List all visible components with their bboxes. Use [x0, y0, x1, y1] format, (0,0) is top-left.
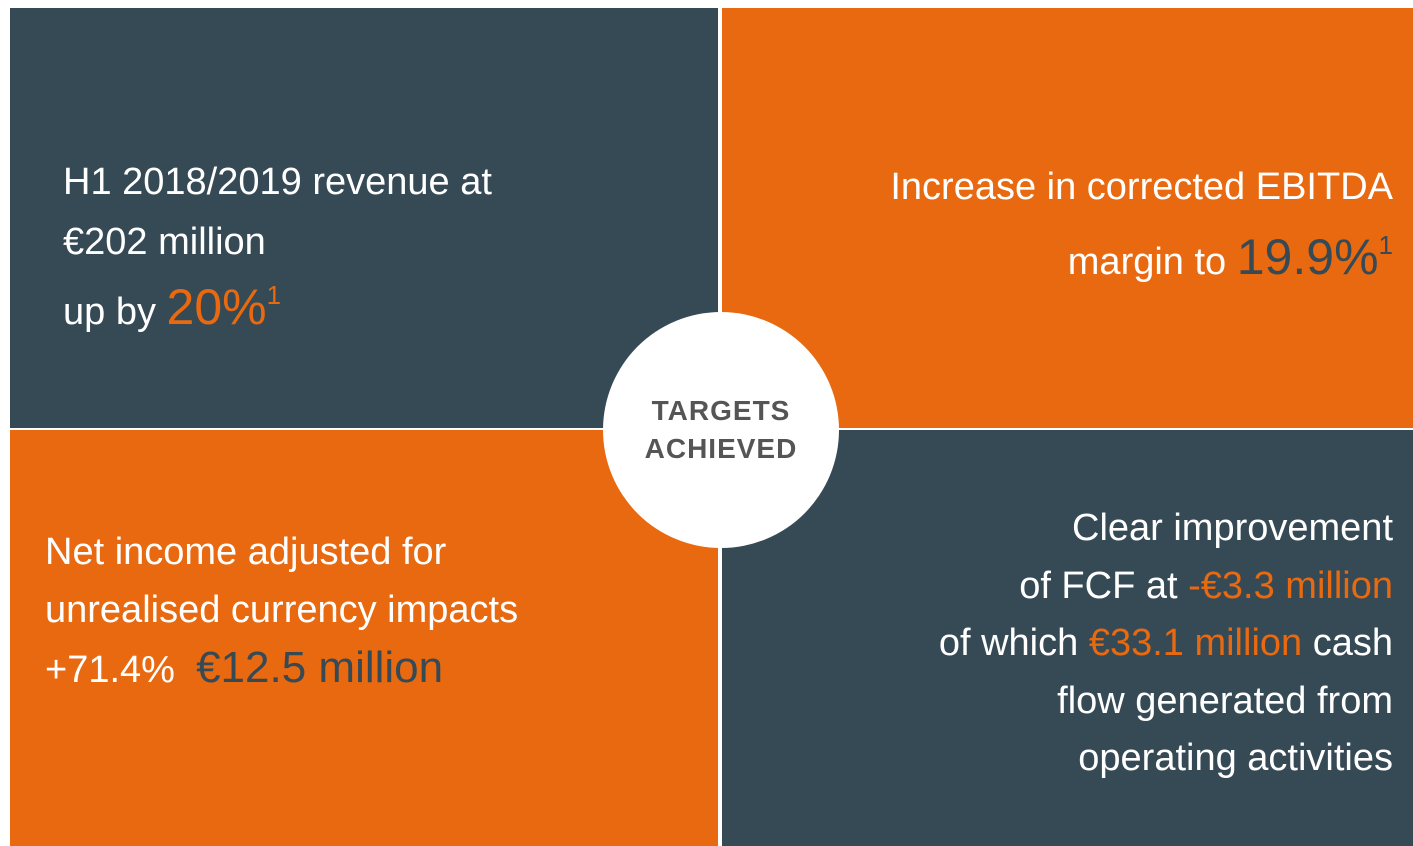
badge-line: ACHIEVED: [644, 433, 798, 464]
line: Net income adjusted for: [45, 531, 447, 573]
text: cash: [1312, 622, 1393, 664]
panel-top-left: [10, 8, 718, 428]
line: operating activities: [1078, 737, 1393, 779]
line: Clear improvement: [1072, 507, 1393, 549]
highlight: -€3.3 million: [1188, 564, 1393, 607]
text: margin to: [1067, 241, 1227, 283]
line: flow generated from: [1057, 679, 1393, 722]
line: H1 2018/2019 revenue at: [63, 161, 492, 203]
text: of which: [938, 622, 1079, 664]
top-left-text: H1 2018/2019 revenue at €202 million up …: [63, 152, 492, 347]
line: Increase in corrected EBITDA: [890, 166, 1393, 208]
panel-bottom-left: [10, 430, 718, 846]
footnote: 1: [1378, 230, 1393, 260]
text: +71.4%: [45, 649, 175, 691]
line: +71.4% €12.5 million: [45, 639, 518, 699]
highlight: 20%: [166, 279, 267, 335]
highlight: €12.5 million: [196, 643, 444, 692]
line: margin to 19.9%1: [890, 222, 1393, 297]
highlight: €33.1 million: [1088, 622, 1303, 664]
line: up by 20%1: [63, 272, 492, 347]
line: of FCF at -€3.3 million: [939, 558, 1393, 616]
top-right-text: Increase in corrected EBITDA margin to 1…: [890, 152, 1393, 297]
text: up by: [63, 291, 156, 333]
line: of which €33.1 million cash: [939, 615, 1393, 673]
text: of FCF at: [1019, 564, 1178, 607]
line: unrealised currency impacts: [45, 589, 519, 631]
line: €202 million: [63, 221, 266, 263]
bottom-left-text: Net income adjusted for unrealised curre…: [45, 523, 518, 699]
panel-bottom-right: [722, 430, 1413, 846]
bottom-right-text: Clear improvement of FCF at -€3.3 millio…: [939, 500, 1393, 788]
footnote: 1: [266, 280, 282, 310]
panel-top-right: [722, 8, 1413, 428]
highlight: 19.9%: [1236, 229, 1379, 285]
center-badge: TARGETS ACHIEVED: [603, 312, 839, 548]
badge-line: TARGETS: [651, 395, 791, 426]
